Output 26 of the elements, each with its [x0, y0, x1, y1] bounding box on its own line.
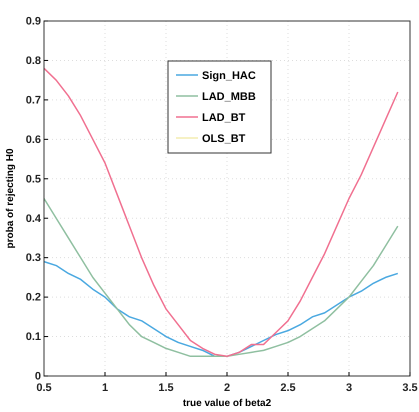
- line-series: [43, 198, 399, 358]
- y-tick-label: 0.5: [26, 173, 41, 186]
- legend-label: LAD_BT: [202, 112, 246, 124]
- line-series: [43, 68, 399, 358]
- x-axis-title: true value of beta2: [182, 398, 272, 409]
- x-tick-label: 0.5: [36, 382, 52, 394]
- x-tick-label: 3: [346, 382, 352, 394]
- y-tick-label: 0.2: [26, 292, 41, 304]
- y-tick-label: 0.7: [26, 94, 41, 106]
- line-series: [43, 260, 399, 358]
- x-tick-label: 2.5: [280, 382, 296, 394]
- legend-label: LAD_MBB: [202, 91, 256, 103]
- y-tick-label: 0.9: [26, 16, 41, 28]
- y-tick-label: 0.1: [26, 331, 41, 344]
- y-tick-label: 0.6: [26, 134, 41, 146]
- x-tick-label: 1.5: [158, 382, 174, 394]
- x-tick-label: 2: [224, 382, 230, 394]
- y-tick-label: 0.4: [26, 212, 42, 225]
- y-tick-label: 0.3: [26, 252, 41, 264]
- y-tick-label: 0: [34, 370, 41, 383]
- legend-label: OLS_BT: [202, 133, 246, 145]
- y-tick-label: 0.8: [26, 54, 41, 67]
- x-tick-label: 3.5: [402, 382, 418, 394]
- legend-label: Sign_HAC: [202, 70, 256, 82]
- x-tick-label: 1: [102, 382, 108, 394]
- y-axis-title: proba of rejecting H0: [5, 148, 16, 249]
